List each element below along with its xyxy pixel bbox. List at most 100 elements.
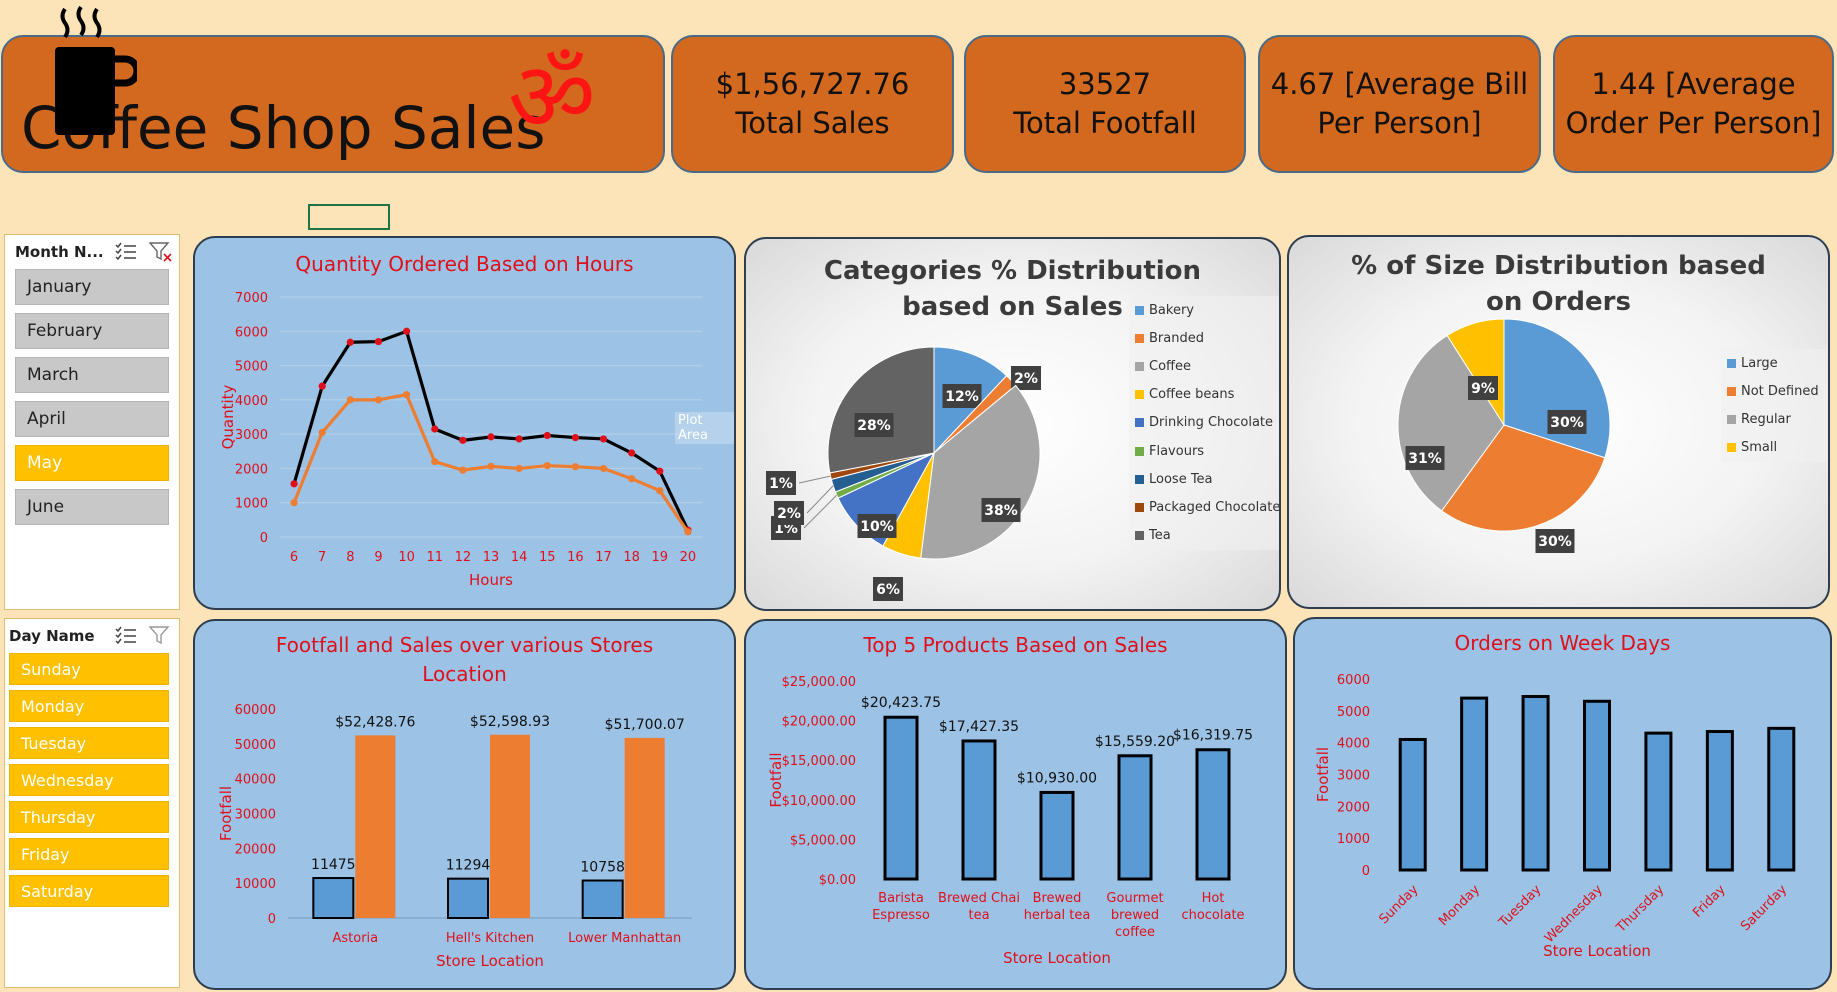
slicer-item-thursday[interactable]: Thursday [9, 801, 169, 833]
slicer-item-friday[interactable]: Friday [9, 838, 169, 870]
slicer-item-tuesday[interactable]: Tuesday [9, 727, 169, 759]
quantity-by-hours-chart[interactable]: Quantity Ordered Based on Hours 0 1000 200… [193, 236, 736, 610]
y-tick-label: 5000 [1337, 705, 1370, 720]
data-point [459, 436, 467, 444]
clear-filter-icon[interactable] [149, 242, 173, 262]
legend-swatch [1135, 531, 1144, 541]
data-label-box [873, 577, 903, 601]
data-point [656, 487, 664, 495]
legend-label: Regular [1741, 411, 1791, 427]
x-tick-label: 10 [398, 550, 415, 565]
slicer-item-march[interactable]: March [15, 357, 169, 393]
legend-label: Not Defined [1741, 383, 1819, 399]
legend-swatch [1727, 358, 1736, 368]
data-label: $15,559.20 [1095, 734, 1175, 750]
top-products-chart[interactable]: Top 5 Products Based on Sales $0.00 $5,00… [744, 619, 1287, 990]
bar [581, 879, 624, 920]
plot-area-tooltip: Plot Area [675, 412, 734, 444]
data-point [290, 480, 298, 488]
bar-chart-svg: 0 1000 2000 3000 4000 5000 6000 Sunday Monday Tue… [1314, 673, 1796, 960]
x-tick-label: Sunday [1377, 882, 1422, 927]
data-point [403, 391, 411, 399]
legend-item: Coffee [1135, 352, 1279, 380]
legend-item: Large [1727, 349, 1827, 377]
kpi-text: Per Person] [1317, 106, 1482, 140]
y-tick-label: $0.00 [819, 873, 856, 888]
y-tick-label: 6000 [1337, 673, 1370, 688]
slicer-title: Month N... [15, 243, 104, 261]
data-point [318, 382, 326, 390]
chart-title: % of Size Distribution based on Orders [1351, 251, 1766, 317]
data-point [684, 528, 692, 536]
dashboard-title-card: ॐ Coffee Shop Sales [1, 5, 665, 173]
data-label: 38% [984, 503, 1018, 519]
x-tick-label: 11 [426, 550, 443, 565]
slicer-item-june[interactable]: June [15, 489, 169, 525]
filter-icon[interactable] [149, 626, 173, 646]
y-tick-label: $20,000.00 [782, 715, 856, 730]
chart-title: Orders on Week Days [1454, 631, 1671, 655]
data-label-box [981, 498, 1021, 522]
legend-item: Flavours [1135, 437, 1279, 465]
selected-cell[interactable] [308, 204, 390, 230]
slicer-item-wednesday[interactable]: Wednesday [9, 764, 169, 796]
data-point [318, 428, 326, 437]
slicer-item-february[interactable]: February [15, 313, 169, 349]
x-tick-label: 7 [318, 550, 326, 565]
data-point [543, 462, 551, 470]
legend-item: Coffee beans [1135, 381, 1279, 409]
legend-item: Loose Tea [1135, 465, 1279, 493]
slicer-item-april[interactable]: April [15, 401, 169, 437]
pie-chart-svg: 12%2%38%6%10%1%2%1%28% [766, 346, 1041, 601]
slicer-item-may[interactable]: May [15, 445, 169, 481]
multi-select-icon[interactable] [115, 242, 137, 260]
bar [312, 877, 355, 919]
legend-label: Large [1741, 355, 1778, 371]
chart-title: Footfall and Sales over various Stores L… [275, 633, 654, 686]
data-label: $16,319.75 [1173, 728, 1253, 744]
kpi-value: 33527 [1058, 66, 1152, 101]
bar [1583, 699, 1611, 872]
size-pie-chart[interactable]: % of Size Distribution based on Orders 3… [1287, 235, 1830, 609]
y-tick-label: 2000 [1337, 800, 1370, 815]
data-point [599, 464, 608, 473]
x-tick-label: herbal tea [1024, 908, 1091, 923]
x-tick-label: 15 [539, 550, 556, 565]
slicer-item-sunday[interactable]: Sunday [9, 653, 169, 685]
slicer-item-saturday[interactable]: Saturday [9, 875, 169, 907]
bar [1460, 696, 1489, 872]
bar [961, 739, 997, 881]
coffee-cup-icon [55, 5, 137, 135]
pie-slice [827, 346, 935, 474]
x-tick-label: Lower Manhattan [568, 931, 681, 946]
legend-item: Not Defined [1727, 377, 1827, 405]
y-tick-label: 20000 [235, 842, 276, 857]
weekday-orders-chart[interactable]: Orders on Week Days 0 1000 2000 3000 4000 500… [1293, 617, 1832, 990]
data-label: 12% [945, 389, 979, 405]
chart-title: Quantity Ordered Based on Hours [295, 252, 634, 276]
multi-select-icon[interactable] [115, 626, 137, 644]
data-label: 28% [857, 418, 891, 434]
slicer-header: Month N... [5, 235, 179, 269]
y-tick-label: $5,000.00 [790, 833, 856, 848]
data-point [628, 475, 636, 483]
bar [1767, 726, 1796, 872]
legend-item: Packaged Chocolate [1135, 493, 1279, 521]
stores-footfall-sales-chart[interactable]: Footfall and Sales over various Stores L… [193, 619, 736, 990]
kpi-text: 4.67 [Average Bill [1270, 66, 1529, 101]
bar [1398, 737, 1427, 872]
slicer-item-monday[interactable]: Monday [9, 690, 169, 722]
categories-pie-chart[interactable]: Categories % Distribution based on Sales… [744, 237, 1281, 611]
bar [355, 735, 396, 918]
y-axis-title: Quantity [219, 384, 237, 449]
slicer-item-january[interactable]: January [15, 269, 169, 305]
data-label: 30% [1538, 534, 1572, 550]
kpi-average-order: 1.44 [Average Order Per Person] [1553, 35, 1834, 173]
data-label: $17,427.35 [939, 719, 1019, 735]
data-label-box [942, 384, 982, 408]
data-label: $51,700.07 [605, 717, 685, 733]
data-point [487, 462, 495, 470]
x-tick-label: Saturday [1738, 882, 1790, 934]
y-tick-label: 1000 [1337, 832, 1370, 847]
x-tick-label: tea [968, 908, 989, 923]
